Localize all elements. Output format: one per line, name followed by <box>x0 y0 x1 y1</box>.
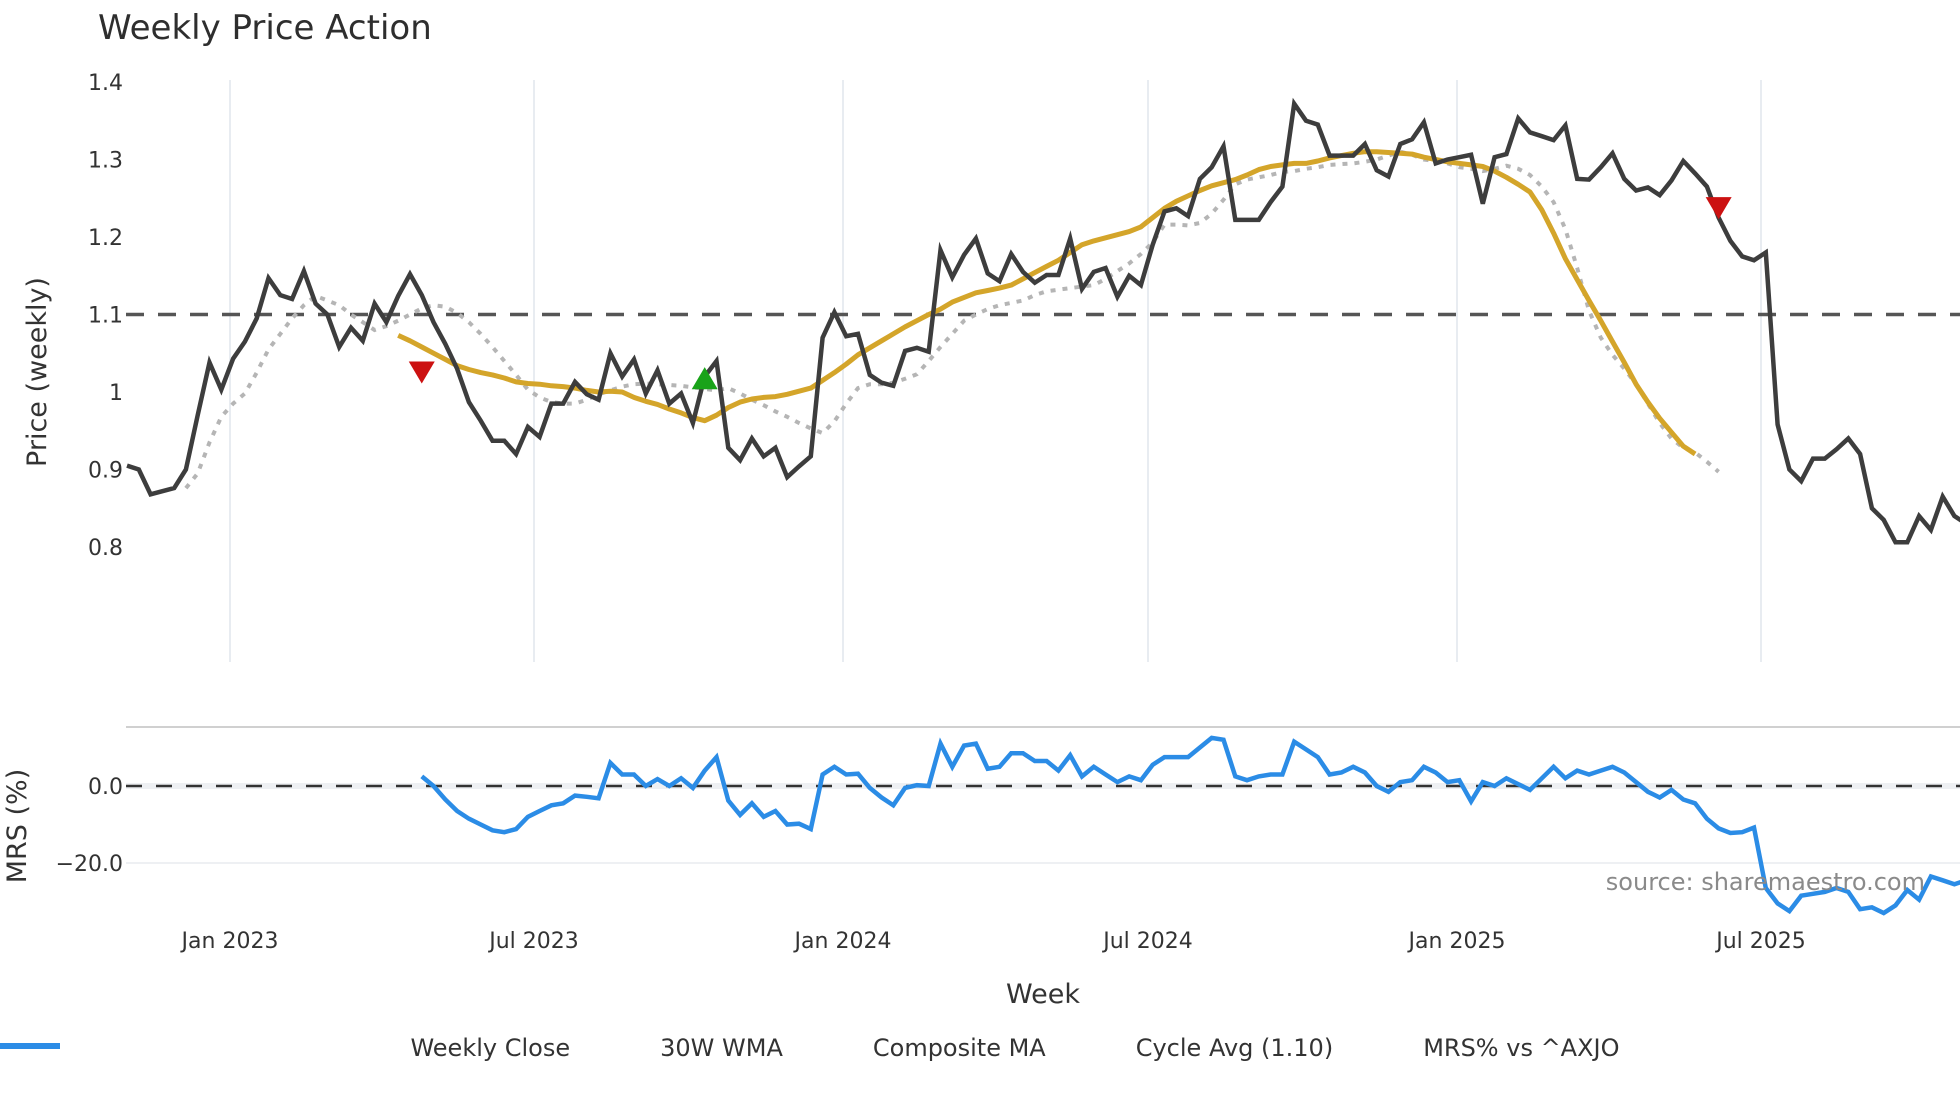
legend-label: MRS% vs ^AXJO <box>1423 1034 1620 1062</box>
mrs-y-axis-label: MRS (%) <box>2 769 33 884</box>
price-tick-label: 1.4 <box>88 71 123 96</box>
weekly-close-line <box>126 97 1960 545</box>
buy-signal-icon <box>691 367 718 390</box>
x-tick-label: Jul 2023 <box>487 929 579 954</box>
wma30-line <box>397 149 1697 457</box>
legend-item-mrs[interactable]: MRS% vs ^AXJO <box>0 1034 1620 1062</box>
x-axis-label: Week <box>1006 979 1080 1010</box>
cycle-avg-swatch-icon <box>0 1036 1126 1060</box>
legend-item-weekly-close[interactable]: Weekly Close <box>0 1034 571 1062</box>
weekly-close-swatch-icon <box>0 1036 400 1060</box>
price-tick-label: 0.9 <box>88 459 123 484</box>
x-tick-label: Jan 2023 <box>180 929 279 954</box>
mrs-tick-label: −20.0 <box>56 852 123 877</box>
vertical-gridlines <box>229 80 1762 662</box>
mrs-line <box>420 735 1960 916</box>
source-note: source: sharemaestro.com <box>1606 868 1925 896</box>
mrs-swatch-icon <box>0 1036 1413 1060</box>
legend-item-composite-ma[interactable]: Composite MA <box>0 1034 1046 1062</box>
legend-label: Composite MA <box>872 1034 1046 1062</box>
price-tick-label: 1.3 <box>88 149 123 174</box>
x-axis-ticks: Jan 2023 Jul 2023 Jan 2024 Jul 2024 Jan 2025… <box>180 929 1806 954</box>
signal-markers <box>408 197 1732 390</box>
x-tick-label: Jul 2025 <box>1714 929 1806 954</box>
price-y-axis-label: Price (weekly) <box>22 277 53 467</box>
mrs-tick-label: 0.0 <box>88 775 123 800</box>
mrs-y-ticks: 0.0 −20.0 <box>56 775 123 877</box>
price-y-ticks: 1.4 1.3 1.2 1.1 1 0.9 0.8 <box>88 71 123 561</box>
price-tick-label: 1.2 <box>88 226 123 251</box>
chart-title: Weekly Price Action <box>98 8 432 48</box>
wma30-swatch-icon <box>0 1036 650 1060</box>
legend-label: Weekly Close <box>410 1034 571 1062</box>
x-tick-label: Jul 2024 <box>1101 929 1193 954</box>
price-tick-label: 1 <box>109 381 123 406</box>
legend-item-cycle-avg[interactable]: Cycle Avg (1.10) <box>0 1034 1334 1062</box>
price-tick-label: 0.8 <box>88 536 123 561</box>
composite-ma-line <box>184 149 1720 490</box>
x-tick-label: Jan 2025 <box>1407 929 1506 954</box>
sell-signal-icon <box>408 361 435 384</box>
legend-label: Cycle Avg (1.10) <box>1135 1034 1334 1062</box>
sell-signal-icon <box>1705 197 1732 220</box>
price-tick-label: 1.1 <box>88 304 123 329</box>
composite-ma-swatch-icon <box>0 1036 863 1060</box>
legend-item-wma30[interactable]: 30W WMA <box>0 1034 783 1062</box>
legend-label: 30W WMA <box>660 1034 783 1062</box>
legend: Weekly Close 30W WMA Composite MA Cycle … <box>0 1034 1960 1062</box>
x-tick-label: Jan 2024 <box>793 929 892 954</box>
